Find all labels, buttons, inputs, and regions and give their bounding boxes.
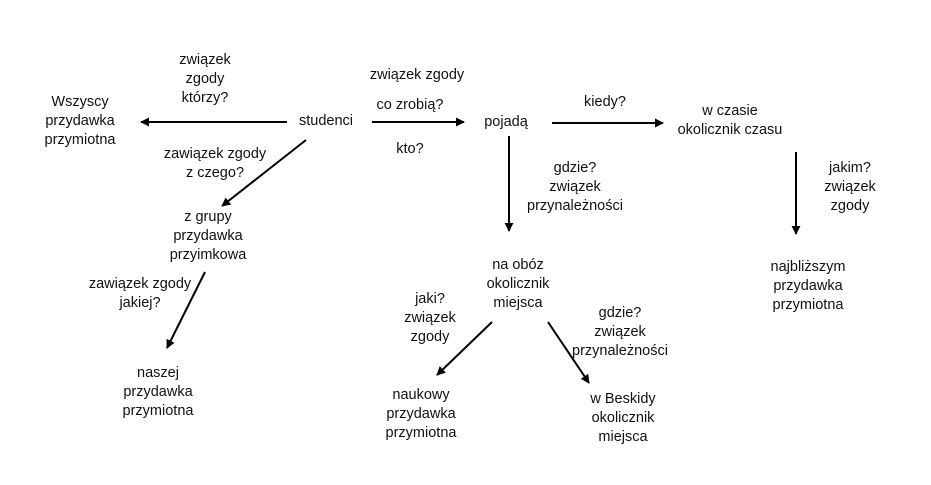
node-line: przyimkowa xyxy=(169,247,247,263)
node-line: przydawka xyxy=(773,278,843,294)
edge-label-line: przynależności xyxy=(527,198,623,214)
edge-label-line: gdzie? xyxy=(553,160,597,176)
edge-label-line: związek xyxy=(404,310,456,326)
node-line: przydawka xyxy=(386,406,456,422)
node-line: najbliższym xyxy=(770,259,846,275)
edge-label-ktorzy: związek zgody którzy? xyxy=(145,51,265,108)
edge-label-line: związek xyxy=(594,324,646,340)
node-pojada: pojadą xyxy=(456,113,556,132)
edge-label-line: zgody xyxy=(830,198,870,214)
arrow-studenci-to-z-grupy xyxy=(221,139,307,207)
node-line: przymiotna xyxy=(44,132,116,148)
edge-label-kiedy: kiedy? xyxy=(565,93,645,112)
node-najblizszym: najbliższym przydawka przymiotna xyxy=(743,258,873,315)
node-line: przydawka xyxy=(45,113,115,129)
node-line: studenci xyxy=(298,113,353,129)
edge-label-jakim: jakim? związek zgody xyxy=(800,159,900,216)
edge-label-kto: kto? xyxy=(380,140,440,159)
node-line: miejsca xyxy=(493,295,543,311)
edge-label-line: zawiązek zgody xyxy=(163,146,267,162)
edge-label-zwiazek-zgody: związek zgody xyxy=(347,66,487,85)
arrow-z-grupy-to-naszej xyxy=(166,271,206,349)
edge-label-line: przynależności xyxy=(572,343,668,359)
node-line: miejsca xyxy=(598,429,648,445)
edge-label-line: zawiązek zgody xyxy=(88,276,192,292)
node-line: na obóz xyxy=(492,257,544,273)
edge-label-line: kto? xyxy=(396,141,424,157)
edge-label-line: związek xyxy=(549,179,601,195)
node-line: Wszyscy xyxy=(51,94,109,110)
node-line: przymiotna xyxy=(772,297,844,313)
edge-label-line: jakim? xyxy=(829,160,871,176)
arrow-na-oboz-to-naukowy xyxy=(436,321,493,376)
node-line: okolicznik xyxy=(486,276,550,292)
node-naukowy: naukowy przydawka przymiotna xyxy=(361,386,481,443)
edge-label-line: związek xyxy=(824,179,876,195)
edge-label-jakiej: zawiązek zgody jakiej? xyxy=(70,275,210,313)
node-line: pojadą xyxy=(484,114,528,130)
edge-label-gdzie-2: gdzie? związek przynależności xyxy=(560,304,680,361)
edge-label-line: zgody xyxy=(185,71,225,87)
node-w-beskidy: w Beskidy okolicznik miejsca xyxy=(563,390,683,447)
node-line: okolicznik xyxy=(591,410,655,426)
node-line: naszej xyxy=(137,365,179,381)
node-line: w czasie xyxy=(702,103,758,119)
edge-label-line: co zrobią? xyxy=(376,97,444,113)
edge-label-jaki: jaki? związek zgody xyxy=(385,290,475,347)
node-naszej: naszej przydawka przymiotna xyxy=(98,364,218,421)
node-line: przymiotna xyxy=(385,425,457,441)
edge-label-line: jaki? xyxy=(415,291,445,307)
edge-label-gdzie-1: gdzie? związek przynależności xyxy=(515,159,635,216)
edge-label-line: związek xyxy=(179,52,231,68)
node-line: przydawka xyxy=(173,228,243,244)
edge-label-line: kiedy? xyxy=(584,94,626,110)
edge-label-line: gdzie? xyxy=(598,305,642,321)
edge-label-line: związek zgody xyxy=(369,67,465,83)
node-w-czasie: w czasie okolicznik czasu xyxy=(665,102,795,140)
node-line: przydawka xyxy=(123,384,193,400)
node-line: przymiotna xyxy=(122,403,194,419)
node-na-oboz: na obóz okolicznik miejsca xyxy=(458,256,578,313)
node-line: okolicznik czasu xyxy=(677,122,783,138)
node-wszyscy: Wszyscy przydawka przymiotna xyxy=(20,93,140,150)
edge-label-line: którzy? xyxy=(181,90,229,106)
node-z-grupy: z grupy przydawka przyimkowa xyxy=(143,208,273,265)
edge-label-co-zrobia: co zrobią? xyxy=(355,96,465,115)
edge-label-z-czego: zawiązek zgody z czego? xyxy=(145,145,285,183)
edge-label-line: z czego? xyxy=(185,165,245,181)
node-line: w Beskidy xyxy=(590,391,656,407)
node-line: z grupy xyxy=(184,209,232,225)
node-line: naukowy xyxy=(392,387,450,403)
edge-label-line: jakiej? xyxy=(119,295,161,311)
edge-label-line: zgody xyxy=(410,329,450,345)
arrow-na-oboz-to-w-beskidy xyxy=(547,321,590,384)
node-studenci: studenci xyxy=(266,112,386,131)
